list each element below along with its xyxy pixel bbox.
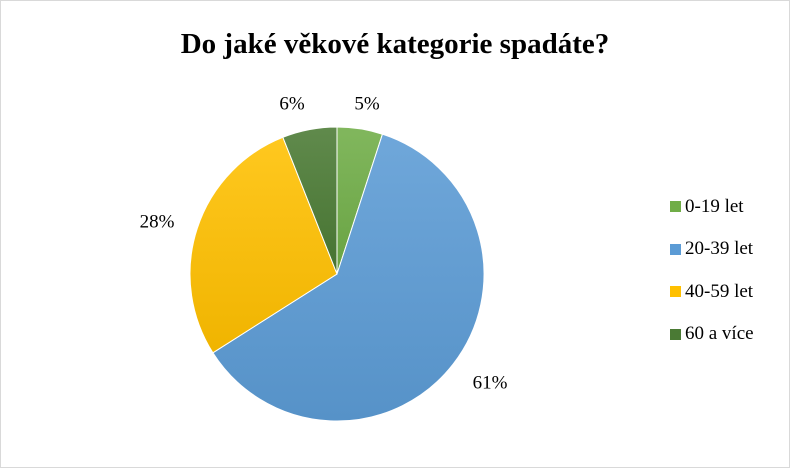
chart-title: Do jaké věkové kategorie spadáte? bbox=[180, 28, 610, 60]
pie-slice-20-39 bbox=[212, 133, 485, 422]
legend-item-0-19: 0-19 let bbox=[670, 196, 754, 217]
data-label-40-59: 28% bbox=[140, 211, 175, 232]
legend-item-40-59: 40-59 let bbox=[670, 281, 754, 302]
legend-label-20-39: 20-39 let bbox=[685, 238, 754, 259]
legend-label-0-19: 0-19 let bbox=[685, 195, 744, 217]
legend-swatch-60-plus bbox=[670, 328, 681, 340]
data-label-0-19: 5% bbox=[354, 93, 380, 114]
pie-slice-60-plus bbox=[282, 126, 338, 275]
legend-swatch-40-59 bbox=[670, 286, 681, 297]
data-label-60-plus: 6% bbox=[279, 93, 305, 114]
legend-label-40-59: 40-59 let bbox=[685, 280, 754, 302]
legend-label-60-plus: 60 a více bbox=[685, 323, 754, 344]
legend-item-20-39: 20-39 let bbox=[670, 238, 754, 260]
legend: 0-19 let 20-39 let 40-59 let 60 a více bbox=[670, 196, 754, 366]
legend-item-60-plus: 60 a více bbox=[670, 323, 754, 345]
data-label-20-39: 61% bbox=[473, 372, 508, 393]
pie-slice-40-59 bbox=[189, 136, 338, 354]
legend-swatch-20-39 bbox=[670, 243, 681, 255]
legend-swatch-0-19 bbox=[670, 201, 681, 212]
